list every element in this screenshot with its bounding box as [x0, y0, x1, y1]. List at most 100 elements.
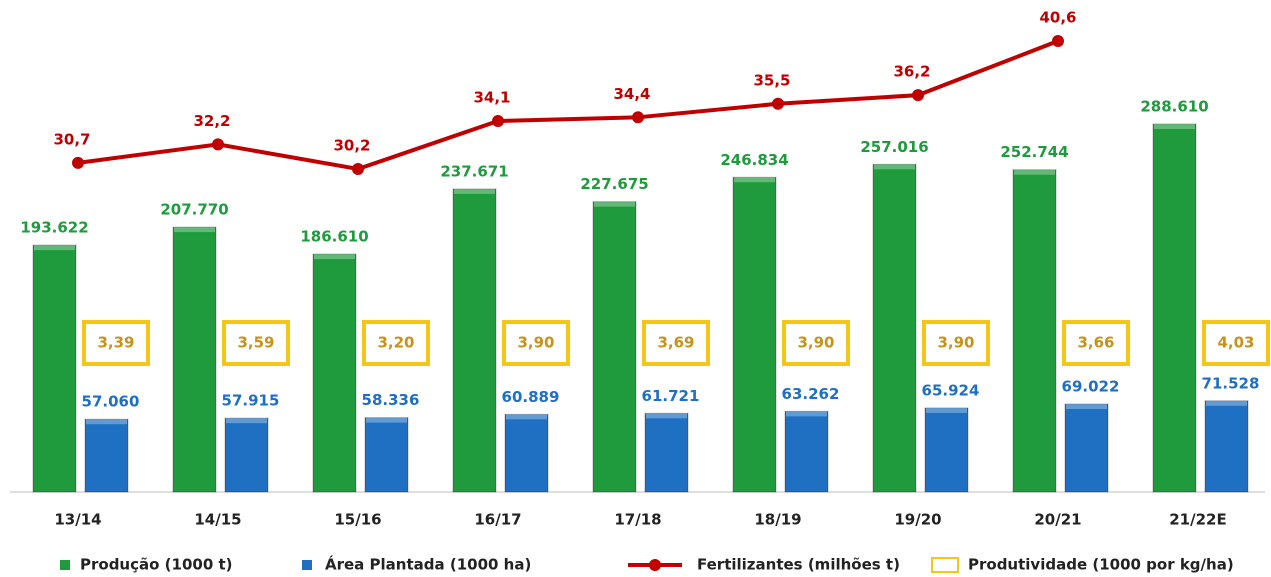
x-tick-label: 19/20 — [894, 511, 941, 529]
data-label: 36,2 — [893, 63, 930, 81]
bar — [784, 410, 829, 493]
bar — [452, 188, 497, 493]
bar — [504, 413, 549, 493]
data-label: 71.528 — [1202, 374, 1260, 392]
line-point — [1052, 35, 1064, 47]
data-label: 57.915 — [222, 392, 280, 410]
data-label: 60.889 — [502, 388, 560, 406]
data-label: 3,90 — [797, 334, 834, 352]
bar — [84, 418, 129, 493]
bar — [1012, 169, 1057, 493]
data-label: 63.262 — [782, 385, 840, 403]
data-label: 34,1 — [473, 89, 510, 107]
data-label: 3,90 — [937, 334, 974, 352]
data-label: 227.675 — [580, 175, 648, 193]
legend-label: Fertilizantes (milhões t) — [697, 556, 900, 574]
bar-cap — [646, 413, 687, 419]
bar — [592, 201, 637, 493]
legend-swatch — [649, 559, 661, 571]
data-label: 61.721 — [642, 387, 700, 405]
bar-cap — [506, 414, 547, 420]
bar — [1204, 400, 1249, 493]
data-label: 186.610 — [300, 228, 368, 246]
bar-cap — [1014, 169, 1055, 175]
bar-cap — [786, 411, 827, 417]
data-label: 252.744 — [1000, 143, 1068, 161]
line-point — [492, 115, 504, 127]
productivity-box — [82, 320, 150, 366]
x-tick-label: 18/19 — [754, 511, 801, 529]
bar-cap — [874, 164, 915, 170]
legend-label: Produtividade (1000 por kg/ha) — [968, 556, 1234, 574]
bar-cap — [34, 245, 75, 251]
bar — [924, 407, 969, 493]
bar — [872, 163, 917, 493]
legend-swatch — [60, 560, 70, 570]
data-label: 32,2 — [193, 112, 230, 130]
line-point — [212, 138, 224, 151]
data-label: 3,59 — [237, 334, 274, 352]
bar-cap — [454, 188, 495, 194]
bar — [224, 417, 269, 493]
bar — [644, 412, 689, 493]
data-label: 207.770 — [160, 201, 228, 219]
x-tick-label: 14/15 — [194, 511, 241, 529]
bar — [732, 176, 777, 493]
legend-swatch — [931, 557, 959, 573]
data-label: 246.834 — [720, 151, 788, 169]
x-tick-label: 20/21 — [1034, 511, 1081, 529]
bar — [1064, 403, 1109, 493]
bar-cap — [86, 419, 127, 425]
bar-cap — [226, 418, 267, 424]
data-label: 288.610 — [1140, 98, 1208, 116]
bar — [172, 226, 217, 493]
x-tick-label: 21/22E — [1169, 511, 1226, 529]
bar-cap — [734, 177, 775, 183]
data-label: 69.022 — [1062, 377, 1120, 395]
data-label: 40,6 — [1039, 9, 1076, 27]
data-label: 58.336 — [362, 391, 420, 409]
data-label: 35,5 — [753, 71, 790, 89]
data-label: 34,4 — [613, 85, 650, 103]
bar-cap — [366, 417, 407, 423]
line-point — [72, 156, 84, 169]
line — [77, 39, 1059, 172]
data-label: 3,90 — [517, 334, 554, 352]
data-label: 30,2 — [333, 137, 370, 155]
bar-cap — [314, 254, 355, 260]
legend-label: Área Plantada (1000 ha) — [325, 555, 531, 574]
productivity-box — [922, 320, 990, 366]
data-label: 4,03 — [1217, 334, 1254, 352]
line-point — [632, 111, 644, 124]
bar — [312, 253, 357, 493]
x-tick-label: 17/18 — [614, 511, 661, 529]
data-label: 3,66 — [1077, 334, 1114, 352]
productivity-box — [222, 320, 290, 366]
productivity-box — [642, 320, 710, 366]
x-tick-label: 13/14 — [54, 511, 101, 529]
productivity-box — [1202, 320, 1270, 366]
data-label: 237.671 — [440, 162, 508, 180]
bar-cap — [926, 407, 967, 413]
bar — [32, 244, 77, 493]
legend-label: Produção (1000 t) — [80, 556, 233, 574]
productivity-box — [1062, 320, 1130, 366]
productivity-box — [502, 320, 570, 366]
data-label: 3,69 — [657, 334, 694, 352]
line-point — [772, 97, 784, 110]
bar-cap — [594, 201, 635, 207]
bar-cap — [1066, 403, 1107, 409]
data-label: 30,7 — [53, 130, 90, 148]
bar — [364, 417, 409, 493]
bar — [1152, 123, 1197, 493]
data-label: 65.924 — [922, 381, 980, 399]
productivity-box — [362, 320, 430, 366]
bar-cap — [174, 227, 215, 233]
x-tick-label: 15/16 — [334, 511, 381, 529]
data-label: 3,20 — [377, 334, 414, 352]
legend-swatch — [302, 560, 312, 570]
line-point — [352, 163, 364, 175]
data-label: 3,39 — [97, 334, 134, 352]
productivity-box — [782, 320, 850, 366]
